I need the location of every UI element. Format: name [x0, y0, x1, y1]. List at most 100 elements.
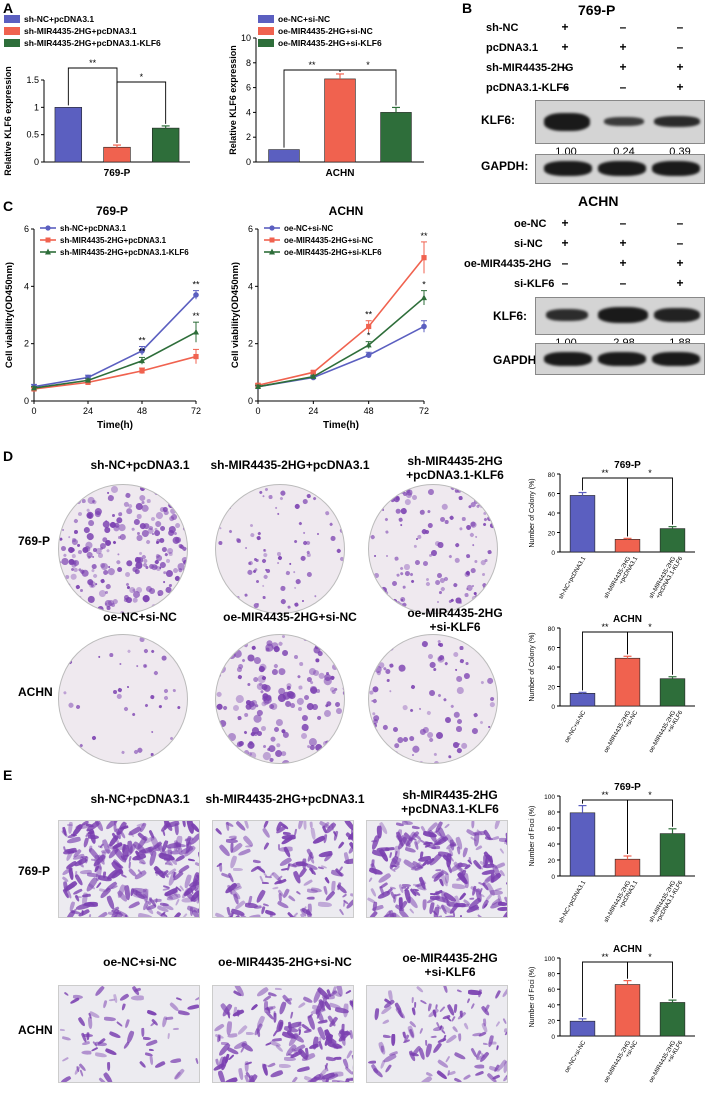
wb-row-label: si-KLF6	[514, 278, 555, 290]
legend-marker	[45, 225, 51, 231]
chart-title: 769-P	[96, 205, 128, 218]
wb-klf6-label: KLF6:	[493, 309, 527, 323]
x-tick-label: 72	[191, 406, 201, 416]
wb-row-label: si-NC	[514, 238, 543, 250]
significance-label: *	[648, 790, 652, 800]
wb-sign: –	[561, 80, 569, 94]
wb-sign: +	[619, 236, 627, 250]
foci-title: sh-MIR4435-2HG+pcDNA3.1	[205, 792, 365, 806]
chart-e-achn: 0 20 40 60 80 100 Number of Foci (%) ACHN oe-NC+…	[529, 944, 695, 1084]
y-tick-label: 6	[24, 224, 29, 234]
bar	[324, 78, 356, 163]
foci-image	[212, 985, 354, 1083]
y-tick-label: 40	[548, 511, 556, 518]
y-tick-label: 20	[548, 858, 556, 865]
colony-title: oe-NC+si-NC	[103, 610, 177, 624]
y-axis-label: Number of Foci (%)	[529, 806, 536, 867]
wb-row-label: oe-MIR4435-2HG	[464, 258, 552, 270]
colony-title: sh-MIR4435-2HG +pcDNA3.1-KLF6	[406, 454, 504, 482]
legend-swatch	[4, 27, 20, 35]
colony-dish	[58, 484, 188, 614]
wb-row-label: oe-NC	[514, 218, 547, 230]
significance-bracket	[627, 961, 673, 999]
y-tick-label: 4	[248, 281, 253, 291]
chart-title: ACHN	[613, 614, 642, 625]
colony-dish	[368, 634, 498, 764]
wb-row-label: sh-MIR4435-2HG	[486, 62, 574, 74]
x-tick-label: 24	[83, 406, 93, 416]
y-tick-label: 60	[548, 492, 556, 499]
significance-label: *	[422, 280, 426, 290]
bar	[103, 146, 131, 163]
significance-label: **	[601, 952, 609, 962]
chart-title: ACHN	[329, 205, 364, 218]
y-tick-label: 0	[551, 550, 555, 557]
legend-label: oe-MIR4435-2HG+si-KLF6	[278, 38, 382, 48]
legend-label: sh-NC+pcDNA3.1	[60, 224, 127, 233]
significance-label: **	[89, 58, 97, 68]
data-point	[193, 353, 199, 360]
x-tick-label: 48	[364, 406, 374, 416]
bar	[659, 833, 686, 877]
gapdh-blot-achn	[535, 343, 705, 375]
y-tick-label: 0	[246, 157, 251, 167]
data-point	[139, 348, 145, 354]
colony-title: sh-NC+pcDNA3.1	[90, 458, 190, 472]
x-tick-label: sh-NC+pcDNA3.1	[558, 555, 587, 600]
y-tick-label: 2	[24, 339, 29, 349]
foci-image	[366, 985, 508, 1083]
wb-sign: –	[619, 276, 627, 290]
significance-label: **	[601, 622, 609, 632]
legend-label: sh-MIR4435-2HG+pcDNA3.1	[24, 26, 137, 36]
y-tick-label: 0	[551, 1034, 555, 1041]
x-tick-label: oe-NC+si-NC	[564, 709, 587, 744]
y-tick-label: 60	[548, 987, 556, 994]
significance-label: **	[420, 231, 428, 241]
data-point	[310, 369, 316, 375]
significance-label: **	[601, 468, 609, 478]
series-line	[257, 257, 425, 387]
data-point	[31, 384, 37, 391]
y-tick-label: 4	[246, 107, 251, 117]
y-tick-label: 1	[34, 102, 39, 112]
legend-swatch	[258, 39, 274, 47]
wb-sign: –	[676, 40, 684, 54]
bar	[151, 127, 180, 163]
foci-image	[58, 985, 200, 1083]
foci-image	[212, 820, 354, 918]
bar	[569, 812, 596, 877]
x-axis-label: 769-P	[104, 168, 131, 179]
foci-title: oe-MIR4435-2HG+si-NC	[218, 955, 352, 969]
legend-marker	[269, 237, 275, 243]
significance-bracket	[116, 81, 167, 144]
y-axis-label: Relative KLF6 expression	[228, 45, 238, 155]
x-tick-label: oe-MIR4435-2HG	[603, 710, 632, 754]
colony-title: oe-MIR4435-2HG+si-NC	[223, 610, 357, 624]
data-point	[255, 383, 261, 389]
significance-label: **	[308, 60, 316, 70]
legend-swatch	[4, 15, 20, 23]
bar	[659, 528, 686, 553]
y-tick-label: 80	[548, 972, 556, 979]
foci-row-label: 769-P	[18, 864, 51, 878]
y-tick-label: 60	[548, 826, 556, 833]
significance-bracket	[627, 799, 673, 854]
bar	[380, 112, 412, 163]
significance-label: **	[138, 336, 146, 346]
x-tick-label: 48	[137, 406, 147, 416]
y-tick-label: 40	[548, 1003, 556, 1010]
y-tick-label: 6	[246, 83, 251, 93]
klf6-blot-achn	[535, 297, 705, 335]
foci-row-label: ACHN	[18, 1023, 53, 1037]
legend-label: oe-MIR4435-2HG+si-NC	[284, 236, 373, 245]
y-tick-label: 8	[246, 58, 251, 68]
y-tick-label: 4	[24, 281, 29, 291]
foci-title: sh-MIR4435-2HG +pcDNA3.1-KLF6	[401, 788, 499, 816]
wb-sign: –	[619, 20, 627, 34]
bar	[268, 149, 300, 163]
series-line	[257, 325, 425, 388]
wb-sign: –	[561, 276, 569, 290]
wb-row-label: pcDNA3.1	[486, 42, 538, 54]
wb-sign: –	[676, 236, 684, 250]
